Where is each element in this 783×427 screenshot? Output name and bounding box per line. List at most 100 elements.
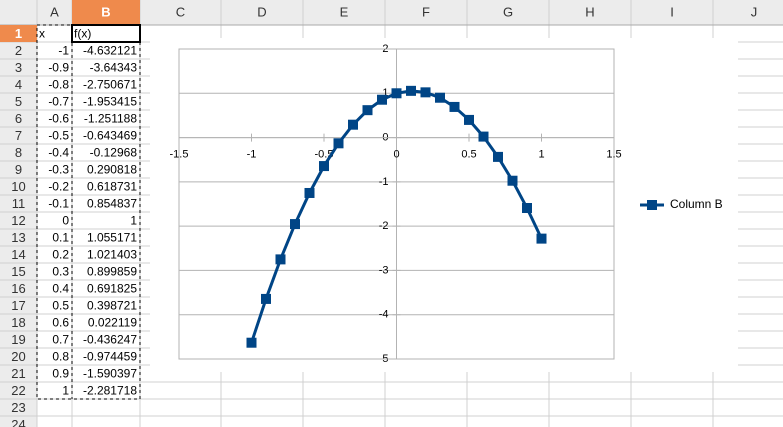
y-tick-label: -2 (379, 220, 389, 232)
data-point (275, 254, 286, 265)
cell[interactable]: 0.3 (52, 265, 69, 279)
cell[interactable]: 0.8 (52, 350, 69, 364)
selected-row-header (0, 25, 37, 42)
data-point (536, 233, 547, 244)
y-tick-label: -3 (379, 264, 389, 276)
row-header[interactable]: 21 (11, 366, 25, 381)
x-tick-label: 1.5 (606, 148, 621, 160)
column-header[interactable]: B (101, 4, 110, 19)
cell[interactable]: 0.9 (52, 367, 69, 381)
cell[interactable]: -1 (58, 44, 69, 58)
cell[interactable]: -3.64343 (90, 61, 138, 75)
row-header[interactable]: 5 (15, 94, 22, 109)
cell[interactable]: 0.1 (52, 231, 69, 245)
cell[interactable]: 1 (62, 384, 69, 398)
cell[interactable]: -0.4 (48, 146, 69, 160)
data-point (406, 85, 416, 96)
data-point (290, 219, 300, 230)
cell[interactable]: 0.2 (52, 248, 69, 262)
data-point (304, 187, 315, 198)
row-header[interactable]: 10 (11, 179, 25, 194)
row-header[interactable]: 15 (11, 264, 25, 279)
data-point (246, 337, 257, 348)
cell[interactable]: -0.6 (48, 112, 69, 126)
row-header[interactable]: 6 (15, 111, 22, 126)
cell[interactable]: -0.2 (48, 180, 69, 194)
cell[interactable]: -1.590397 (83, 367, 137, 381)
x-tick-label: 0.5 (461, 148, 476, 160)
column-header[interactable]: C (176, 4, 185, 19)
row-header[interactable]: 13 (11, 230, 25, 245)
cell[interactable]: -1.953415 (83, 95, 137, 109)
data-point (522, 203, 532, 214)
data-point (348, 119, 358, 130)
row-header[interactable]: 19 (11, 332, 25, 347)
cell[interactable]: 0.398721 (87, 299, 137, 313)
cell[interactable]: -4.632121 (83, 44, 137, 58)
row-header[interactable]: 7 (15, 128, 22, 143)
row-header[interactable]: 2 (15, 43, 22, 58)
cell[interactable]: 1.021403 (87, 248, 137, 262)
cell[interactable]: -0.7 (48, 95, 69, 109)
copy-marquee (36, 24, 141, 400)
y-tick-label: -1 (379, 176, 389, 188)
row-header[interactable]: 20 (11, 349, 25, 364)
y-tick-label: 1 (382, 87, 388, 99)
column-header[interactable]: F (422, 4, 430, 19)
cell[interactable]: 0.4 (52, 282, 69, 296)
row-header[interactable]: 8 (15, 145, 22, 160)
cell[interactable]: 0.5 (52, 299, 69, 313)
row-header[interactable]: 17 (11, 298, 25, 313)
data-point (261, 293, 271, 304)
column-header[interactable]: D (257, 4, 266, 19)
column-header[interactable]: E (340, 4, 349, 19)
cell[interactable]: 0.618731 (87, 180, 137, 194)
row-header[interactable]: 23 (11, 400, 25, 415)
row-header[interactable]: 9 (15, 162, 22, 177)
cell[interactable]: -0.643469 (83, 129, 137, 143)
cell[interactable]: -1.251188 (84, 112, 137, 126)
cell[interactable]: -2.750671 (83, 78, 137, 92)
column-header[interactable]: A (50, 4, 59, 19)
cell[interactable]: f(x) (74, 27, 91, 41)
cell[interactable]: x (39, 27, 45, 41)
cell[interactable]: 0.290818 (87, 163, 137, 177)
column-header[interactable]: J (751, 4, 758, 19)
cell[interactable]: 1 (130, 214, 137, 228)
cell[interactable]: -0.1 (48, 197, 69, 211)
cell[interactable]: 0 (62, 214, 69, 228)
cell[interactable]: -0.9 (48, 61, 69, 75)
cell[interactable]: -0.8 (48, 78, 69, 92)
cell[interactable]: -0.12968 (90, 146, 138, 160)
row-header[interactable]: 3 (15, 60, 22, 75)
column-header[interactable]: I (670, 4, 674, 19)
cell[interactable]: 0.022119 (88, 316, 137, 330)
cell[interactable]: -0.3 (48, 163, 69, 177)
row-header[interactable]: 22 (11, 383, 25, 398)
row-header[interactable]: 11 (12, 196, 26, 211)
cell[interactable]: 0.7 (52, 333, 69, 347)
cell[interactable]: -2.281718 (83, 384, 137, 398)
column-header[interactable]: G (503, 4, 513, 19)
cell[interactable]: 0.854837 (87, 197, 137, 211)
row-header[interactable]: 12 (11, 213, 25, 228)
cell[interactable]: -0.436247 (83, 333, 137, 347)
cell[interactable]: 0.899859 (87, 265, 137, 279)
row-header[interactable]: 18 (11, 315, 25, 330)
row-header[interactable]: 24 (11, 417, 25, 427)
cell[interactable]: -0.974459 (83, 350, 137, 364)
row-header[interactable]: 1 (15, 26, 22, 41)
row-header[interactable]: 14 (11, 247, 25, 262)
x-tick-label: 0 (393, 148, 399, 160)
cell[interactable]: 0.6 (52, 316, 69, 330)
column-header[interactable]: H (585, 4, 594, 19)
cell[interactable]: -0.5 (48, 129, 69, 143)
cell[interactable]: 0.691825 (87, 282, 137, 296)
row-header[interactable]: 4 (15, 77, 22, 92)
data-point (449, 101, 460, 112)
row-header[interactable]: 16 (11, 281, 25, 296)
cell[interactable]: 1.055171 (87, 231, 137, 245)
data-point (507, 175, 518, 186)
x-tick-label: -1 (247, 148, 257, 160)
